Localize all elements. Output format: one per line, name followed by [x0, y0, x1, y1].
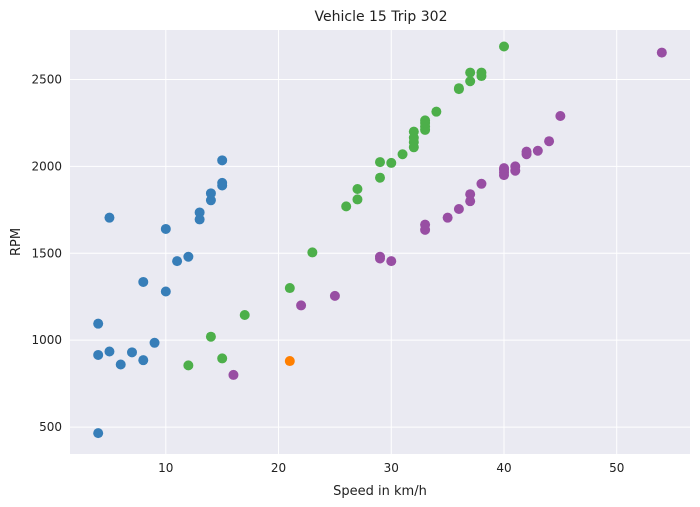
data-point	[205, 331, 216, 342]
data-point	[532, 145, 543, 156]
x-axis-label: Speed in km/h	[333, 484, 427, 499]
data-point	[656, 47, 667, 58]
data-point	[93, 428, 104, 439]
data-point	[453, 203, 464, 214]
x-tick-label: 50	[609, 461, 624, 475]
data-point	[183, 360, 194, 371]
data-point	[397, 149, 408, 160]
data-point	[375, 172, 385, 183]
data-point	[442, 212, 453, 223]
data-point	[465, 189, 476, 200]
data-point	[93, 349, 104, 360]
data-point	[453, 84, 464, 95]
y-tick-labels: 500 1000 1500 2000 2500	[31, 73, 62, 435]
data-point	[115, 359, 126, 370]
x-tick-label: 20	[271, 461, 286, 475]
data-point	[138, 355, 149, 366]
plot-area	[70, 30, 690, 454]
data-point	[194, 214, 205, 225]
data-point	[420, 219, 431, 230]
data-point	[296, 300, 307, 311]
data-point	[160, 223, 171, 234]
x-tick-label: 30	[384, 461, 399, 475]
data-point	[205, 188, 216, 199]
data-point	[510, 161, 521, 172]
data-point	[476, 178, 487, 189]
data-point	[127, 347, 137, 358]
data-point	[408, 126, 419, 137]
data-point	[352, 184, 363, 194]
data-point	[352, 194, 363, 205]
x-tick-label: 10	[158, 461, 173, 475]
chart-title: Vehicle 15 Trip 302	[315, 9, 448, 25]
data-point	[476, 67, 487, 78]
data-point	[375, 251, 385, 262]
y-tick-label: 1000	[31, 333, 62, 347]
data-point	[149, 337, 160, 348]
data-point	[93, 318, 104, 329]
data-point	[465, 76, 476, 87]
data-point	[521, 146, 532, 157]
data-point	[217, 353, 228, 364]
data-point	[172, 256, 183, 267]
data-point	[420, 115, 431, 126]
data-point	[104, 346, 115, 357]
y-tick-label: 500	[39, 420, 62, 434]
data-point	[307, 247, 318, 258]
x-tick-label: 40	[496, 461, 511, 475]
y-tick-label: 2000	[31, 159, 62, 173]
y-axis-label: RPM	[9, 228, 24, 256]
data-point	[431, 106, 442, 117]
data-point	[217, 155, 228, 166]
data-point	[386, 256, 397, 267]
data-point	[138, 276, 149, 287]
data-points	[93, 41, 667, 439]
data-point	[329, 290, 340, 301]
data-point	[499, 41, 509, 52]
data-point	[228, 369, 239, 380]
x-tick-labels: 10 20 30 40 50	[158, 461, 624, 475]
data-point	[284, 356, 295, 367]
data-point	[375, 157, 385, 168]
data-point	[341, 201, 352, 212]
data-point	[217, 177, 228, 188]
data-point	[465, 67, 476, 78]
data-point	[555, 111, 566, 122]
data-point	[160, 286, 171, 297]
y-tick-label: 1500	[31, 246, 62, 260]
data-point	[104, 212, 115, 223]
data-point	[194, 207, 205, 218]
data-point	[205, 195, 216, 206]
data-point	[499, 163, 509, 174]
data-point	[386, 157, 397, 168]
data-point	[239, 309, 250, 320]
data-point	[183, 251, 194, 262]
y-tick-label: 2500	[31, 73, 62, 87]
data-point	[465, 196, 476, 207]
data-point	[544, 136, 555, 147]
data-point	[284, 283, 295, 294]
